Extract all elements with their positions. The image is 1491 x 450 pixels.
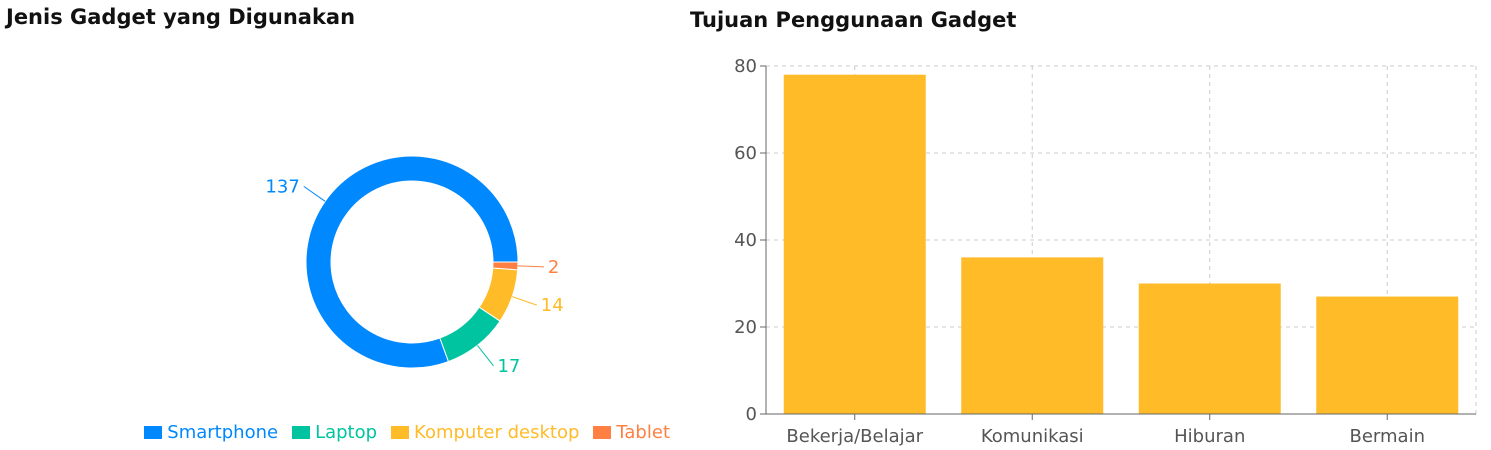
x-tick-label: Bermain: [1350, 426, 1425, 447]
bar-komunikasi: [961, 257, 1104, 414]
y-tick-label: 0: [746, 404, 757, 425]
pie-data-label: 14: [541, 295, 564, 316]
bar-chart: 0 20 40 60 80 Bekerja/Belajar Komunikasi Hibura…: [734, 56, 1477, 447]
pie-slice-smartphone: [305, 155, 519, 369]
y-tick-label: 80: [734, 56, 757, 77]
x-tick-label: Hiburan: [1174, 426, 1245, 447]
bar-bekerja-belajar: [783, 74, 926, 414]
legend-swatch: [593, 426, 612, 439]
legend-label: Komputer desktop: [414, 422, 580, 443]
y-tick-label: 20: [734, 317, 757, 338]
legend-item: Laptop: [292, 422, 377, 443]
pie-label-line: [303, 185, 326, 202]
legend-swatch: [144, 426, 163, 439]
pie-data-label: 17: [497, 356, 520, 377]
x-tick-label: Komunikasi: [981, 426, 1084, 447]
y-tick-label: 40: [734, 230, 757, 251]
legend-label: Tablet: [616, 422, 670, 443]
donut-chart: 137 17 14 2: [265, 155, 564, 377]
bar-bermain: [1316, 296, 1459, 414]
pie-label-line: [517, 265, 544, 268]
x-tick-label: Bekerja/Belajar: [786, 426, 923, 447]
pie-legend: Smartphone Laptop Komputer desktop Tablet: [0, 422, 670, 443]
legend-label: Smartphone: [167, 422, 279, 443]
legend-label: Laptop: [315, 422, 378, 443]
gadget-purpose-panel: Tujuan Penggunaan Gadget 0 20 40 60 80 Bekerj…: [690, 0, 1491, 450]
pie-slice-tablet: [492, 261, 519, 271]
y-tick-label: 60: [734, 143, 757, 164]
gadget-type-panel: Jenis Gadget yang Digunakan 137 17 14 2 Sma…: [0, 0, 690, 450]
pie-chart-title: Jenis Gadget yang Digunakan: [6, 5, 356, 29]
legend-item: Komputer desktop: [391, 422, 579, 443]
legend-item: Tablet: [593, 422, 670, 443]
bar-hiburan: [1138, 283, 1281, 414]
legend-swatch: [292, 426, 311, 439]
pie-data-label: 2: [548, 257, 559, 278]
pie-data-label: 137: [265, 176, 299, 197]
pie-label-line: [512, 296, 537, 306]
legend-swatch: [391, 426, 410, 439]
bar-chart-title: Tujuan Penggunaan Gadget: [690, 8, 1017, 32]
legend-item: Smartphone: [144, 422, 278, 443]
pie-label-line: [477, 345, 494, 367]
